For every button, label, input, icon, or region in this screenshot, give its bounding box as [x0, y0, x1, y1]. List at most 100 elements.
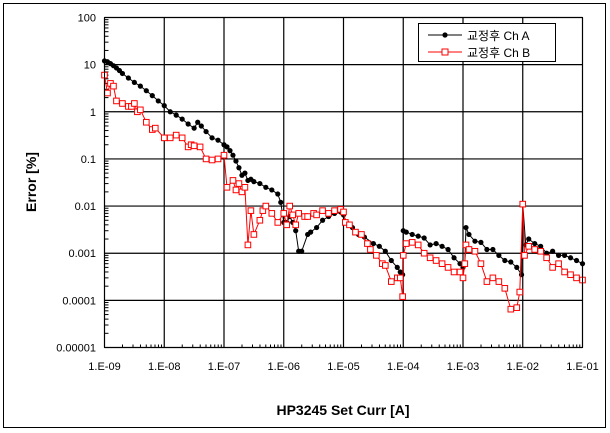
data-point: [364, 240, 371, 247]
data-point: [432, 257, 440, 264]
data-point: [313, 211, 320, 219]
data-point: [214, 155, 222, 163]
data-point: [477, 260, 485, 267]
data-point: [283, 221, 291, 229]
legend-marker-a: [442, 32, 448, 38]
data-point: [257, 180, 263, 187]
data-point: [573, 257, 580, 264]
data-point: [304, 213, 311, 220]
data-point: [143, 118, 150, 126]
data-point: [444, 264, 452, 271]
data-point: [209, 135, 215, 141]
data-point: [274, 219, 282, 226]
y-tick-label: 1: [90, 107, 96, 119]
data-point: [119, 100, 126, 107]
series-ch-a: [101, 58, 586, 278]
data-point: [110, 82, 117, 90]
data-point: [388, 278, 395, 285]
data-point: [149, 93, 155, 99]
y-tick-label: 0.00001: [56, 343, 96, 355]
data-point: [241, 184, 249, 191]
y-tick-label: 0.0001: [62, 295, 96, 307]
data-point: [325, 210, 332, 217]
legend-marker-b: [441, 48, 449, 56]
data-point: [507, 305, 515, 313]
data-point: [137, 106, 144, 114]
y-axis-label: Error [%]: [23, 152, 39, 212]
data-point: [319, 217, 326, 223]
data-point: [155, 98, 161, 104]
data-point: [299, 248, 305, 254]
data-point: [408, 239, 416, 246]
x-tick-label: 1.E-05: [327, 361, 359, 373]
data-point: [119, 70, 126, 77]
data-point: [526, 236, 532, 242]
data-point: [229, 177, 237, 184]
data-point: [415, 233, 421, 239]
x-tick-label: 1.E-01: [566, 361, 598, 373]
data-point: [223, 184, 231, 191]
data-point: [461, 260, 469, 267]
data-point: [427, 242, 433, 248]
data-point: [489, 274, 497, 282]
data-point: [450, 268, 458, 276]
data-point: [208, 156, 216, 164]
data-point: [190, 142, 198, 150]
x-tick-label: 1.E-04: [387, 361, 419, 373]
y-tick-label: 0.001: [68, 248, 96, 260]
data-point: [516, 288, 524, 296]
data-point: [496, 252, 502, 258]
x-tick-label: 1.E-09: [88, 361, 120, 373]
data-point: [567, 271, 574, 279]
data-point: [556, 252, 562, 258]
data-point: [484, 246, 490, 253]
data-point: [203, 128, 209, 135]
series-layer: [101, 58, 586, 313]
data-point: [113, 97, 120, 105]
data-point: [262, 202, 270, 210]
data-point: [191, 125, 197, 131]
data-point: [178, 134, 186, 142]
data-point: [172, 131, 180, 139]
data-point: [131, 100, 138, 107]
x-tick-label: 1.E-06: [268, 361, 300, 373]
data-point: [278, 199, 284, 205]
data-point: [340, 208, 347, 216]
data-point: [235, 180, 243, 187]
y-tick-label: 0.1: [81, 154, 96, 166]
data-point: [161, 103, 167, 109]
data-point: [230, 152, 236, 158]
data-point: [173, 112, 179, 118]
data-point: [451, 255, 457, 261]
data-point: [402, 240, 410, 247]
data-point: [439, 243, 445, 249]
data-point: [160, 134, 168, 142]
data-point: [232, 186, 240, 194]
legend-label-b: 교정후 Ch B: [467, 46, 530, 60]
data-point: [538, 243, 544, 249]
data-point: [352, 228, 359, 236]
data-point: [263, 184, 269, 190]
data-point: [373, 252, 380, 259]
data-point: [286, 202, 294, 210]
data-point: [399, 293, 406, 300]
data-point: [555, 260, 562, 267]
data-point: [289, 211, 297, 219]
data-point: [531, 246, 539, 253]
data-point: [242, 170, 248, 176]
data-point: [268, 210, 276, 217]
data-point: [513, 304, 521, 311]
plot-area: [104, 17, 583, 348]
data-point: [292, 221, 299, 229]
data-point: [370, 240, 376, 247]
data-point: [166, 134, 174, 142]
data-point: [525, 243, 533, 250]
data-point: [518, 272, 525, 278]
data-point: [131, 79, 137, 86]
data-point: [125, 75, 131, 81]
data-point: [220, 151, 228, 159]
data-point: [459, 274, 467, 282]
data-point: [233, 158, 239, 164]
data-point: [561, 268, 568, 276]
